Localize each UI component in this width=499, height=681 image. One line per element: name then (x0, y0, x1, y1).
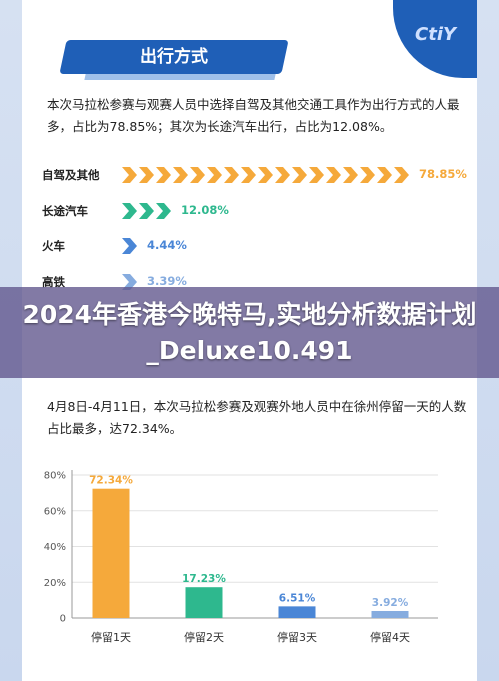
y-tick-label: 40% (44, 542, 66, 553)
hbar-chevron (377, 167, 392, 183)
hbar-value-label: 4.44% (147, 238, 187, 252)
hbar-chevron (326, 167, 341, 183)
hbar-chevron (224, 167, 239, 183)
hbar-chevron (360, 167, 375, 183)
banner-title: 2024年香港今晚特马,实地分析数据计划_Deluxe10.491 (22, 300, 477, 365)
hbar-category-label: 长途汽车 (42, 204, 88, 218)
hbar-category-label: 自驾及其他 (42, 168, 100, 182)
hbar-bar (122, 167, 409, 183)
x-category-label: 停留4天 (370, 630, 410, 644)
hbar-chevron (139, 203, 154, 219)
hbar-chevron (156, 167, 171, 183)
hbar-bar (122, 274, 137, 290)
bar-value-label: 6.51% (279, 592, 316, 604)
hbar-chevron (122, 167, 137, 183)
hbar-chevron (207, 167, 222, 183)
hbar-chevron (122, 274, 137, 290)
hbar-chevron (122, 238, 137, 254)
hbar-chevron (292, 167, 307, 183)
section-title: 出行方式 (140, 47, 208, 67)
hbar-chevron (156, 203, 171, 219)
hbar-value-label: 78.85% (419, 167, 467, 181)
hbar-chevron (309, 167, 324, 183)
title-banner-overlay (0, 287, 499, 378)
hbar-chevron (190, 167, 205, 183)
hbar-category-label: 火车 (42, 239, 65, 253)
y-tick-label: 60% (44, 506, 66, 517)
hbar-chevron (343, 167, 358, 183)
hbar-value-label: 3.39% (147, 274, 187, 288)
hbar-category-label: 高铁 (42, 275, 65, 289)
x-category-label: 停留1天 (91, 630, 131, 644)
bar (185, 587, 223, 618)
x-category-label: 停留3天 (277, 630, 317, 644)
hbar-bar (122, 203, 171, 219)
hbar-chevron (122, 203, 137, 219)
bar (92, 488, 130, 618)
bar (371, 610, 409, 618)
hbar-chevron (258, 167, 273, 183)
y-tick-label: 0 (60, 614, 66, 625)
travel-mode-paragraph: 本次马拉松参赛与观赛人员中选择自驾及其他交通工具作为出行方式的人最多，占比为78… (47, 97, 460, 134)
hbar-chevron (394, 167, 409, 183)
stay-duration-paragraph: 4月8日-4月11日，本次马拉松参赛及观赛外地人员中在徐州停留一天的人数占比最多… (47, 399, 467, 436)
hbar-chevron (241, 167, 256, 183)
hbar-value-label: 12.08% (181, 203, 229, 217)
hbar-bar (122, 238, 137, 254)
bar-value-label: 17.23% (182, 573, 226, 585)
x-category-label: 停留2天 (184, 630, 224, 644)
hbar-chevron (139, 167, 154, 183)
logo-badge: CtiY (393, 0, 477, 78)
bar-value-label: 3.92% (372, 597, 409, 609)
hbar-chevron (275, 167, 290, 183)
logo-text: CtiY (415, 24, 457, 45)
y-tick-label: 20% (44, 578, 66, 589)
bar (278, 606, 316, 618)
hbar-chevron (173, 167, 188, 183)
y-tick-label: 80% (44, 471, 66, 482)
bar-value-label: 72.34% (89, 475, 133, 487)
